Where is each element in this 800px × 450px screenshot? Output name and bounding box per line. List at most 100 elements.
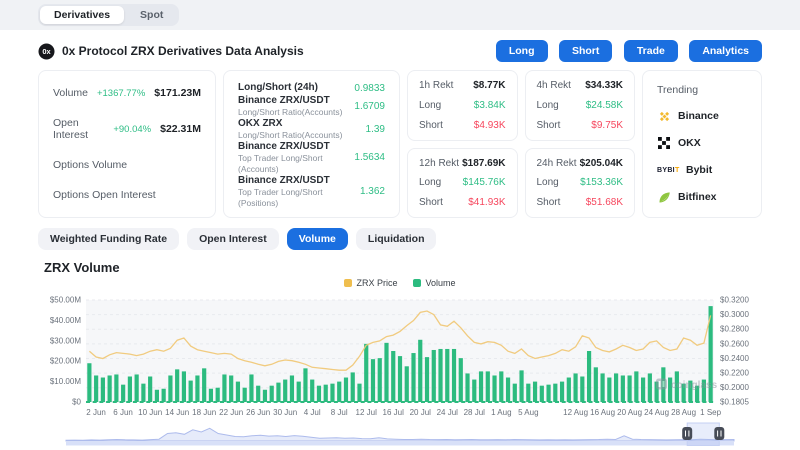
navigator-handle-left[interactable] bbox=[682, 427, 693, 440]
svg-text:16 Aug: 16 Aug bbox=[590, 408, 615, 417]
ratio-sublabel: Top Trader Long/Short (Positions) bbox=[238, 187, 323, 208]
trade-button[interactable]: Trade bbox=[623, 40, 678, 62]
svg-text:24 Jul: 24 Jul bbox=[437, 408, 459, 417]
rekt-card-4h: 4h Rekt $34.33K Long $24.58K Short $9.75K bbox=[524, 70, 635, 141]
rekt-long-value: $145.76K bbox=[462, 177, 506, 189]
svg-text:22 Jun: 22 Jun bbox=[219, 408, 243, 417]
svg-text:$0: $0 bbox=[72, 398, 81, 407]
ratio-value: 1.39 bbox=[365, 123, 385, 135]
rekt-card-24h: 24h Rekt $205.04K Long $153.36K Short $51.6… bbox=[524, 147, 635, 218]
rekt-total: $8.77K bbox=[473, 80, 506, 91]
svg-text:$50.00M: $50.00M bbox=[50, 296, 81, 305]
volume-price-chart[interactable]: $0.3200 $0.3000 $0.2800 $0.2600 $0.2400 $0.22… bbox=[38, 290, 762, 422]
ratio-label: Long/Short (24h) bbox=[238, 82, 318, 93]
chart-tabs: Weighted Funding Rate Open Interest Volu… bbox=[38, 228, 762, 250]
trending-item-binance[interactable]: Binance bbox=[657, 109, 747, 123]
rekt-title: 1h Rekt bbox=[419, 80, 454, 91]
okx-logo-icon bbox=[657, 136, 671, 150]
page-title: 0x Protocol ZRX Derivatives Data Analysi… bbox=[62, 44, 304, 58]
legend-label: Volume bbox=[425, 278, 456, 288]
navigator-handle-right[interactable] bbox=[714, 427, 725, 440]
rekt-card-12h: 12h Rekt $187.69K Long $145.76K Short $41.9… bbox=[407, 147, 518, 218]
trending-item-okx[interactable]: OKX bbox=[657, 136, 747, 150]
rekt-total: $205.04K bbox=[579, 157, 623, 169]
long-button[interactable]: Long bbox=[495, 40, 548, 62]
svg-text:$0.2200: $0.2200 bbox=[720, 369, 749, 378]
ratio-label: Binance ZRX/USDT bbox=[238, 174, 330, 186]
svg-text:$40.00M: $40.00M bbox=[50, 316, 81, 325]
market-type-tabs: Derivatives Spot bbox=[38, 4, 180, 26]
rekt-total: $34.33K bbox=[585, 80, 623, 91]
trending-item-bybit[interactable]: BYBIT Bybit bbox=[657, 163, 747, 177]
rekt-short-value: $51.68K bbox=[585, 197, 623, 208]
trending-item-bitfinex[interactable]: Bitfinex bbox=[657, 190, 747, 204]
rekt-short-value: $41.93K bbox=[468, 197, 506, 208]
page-header: 0x 0x Protocol ZRX Derivatives Data Anal… bbox=[38, 39, 762, 63]
rekt-total: $187.69K bbox=[462, 157, 506, 169]
svg-text:30 Jun: 30 Jun bbox=[273, 408, 297, 417]
price-swatch-icon bbox=[344, 279, 353, 287]
stat-row-options-open-interest: Options Open Interest bbox=[53, 189, 201, 201]
rekt-long-value: $3.84K bbox=[473, 99, 506, 111]
coinglass-watermark: coinglass bbox=[656, 378, 718, 391]
stat-label: Volume bbox=[53, 87, 89, 99]
short-button[interactable]: Short bbox=[558, 40, 613, 62]
chart-navigator[interactable] bbox=[38, 422, 762, 447]
rekt-long-label: Long bbox=[536, 99, 559, 111]
svg-text:6 Jun: 6 Jun bbox=[113, 408, 133, 417]
ratio-row: Binance ZRX/USDT Long/Short Ratio(Account… bbox=[238, 95, 385, 118]
header-actions: Long Short Trade Analytics bbox=[489, 40, 762, 62]
ratio-value: 1.362 bbox=[359, 185, 385, 197]
rekt-long-value: $153.36K bbox=[580, 177, 623, 189]
svg-text:$0.2600: $0.2600 bbox=[720, 339, 749, 348]
svg-text:28 Jul: 28 Jul bbox=[464, 408, 486, 417]
stat-value: $22.31M bbox=[160, 123, 201, 135]
svg-text:0x: 0x bbox=[42, 47, 51, 56]
svg-text:$10.00M: $10.00M bbox=[50, 377, 81, 386]
ratio-value: 0.9833 bbox=[354, 82, 385, 94]
ratio-value: 1.6709 bbox=[354, 100, 385, 112]
svg-text:$0.3000: $0.3000 bbox=[720, 310, 749, 319]
rekt-short-value: $9.75K bbox=[591, 119, 623, 131]
svg-text:$0.1805: $0.1805 bbox=[720, 398, 749, 407]
svg-text:16 Jul: 16 Jul bbox=[383, 408, 405, 417]
rekt-title: 4h Rekt bbox=[536, 80, 571, 91]
svg-text:24 Aug: 24 Aug bbox=[644, 408, 669, 417]
volume-oi-card: Volume +1367.77% $171.23M Open Interest … bbox=[38, 70, 216, 218]
stat-value: $171.23M bbox=[154, 87, 201, 99]
rekt-short-label: Short bbox=[536, 119, 561, 131]
tab-spot[interactable]: Spot bbox=[140, 9, 164, 21]
tab-open-interest[interactable]: Open Interest bbox=[187, 228, 279, 250]
rekt-short-value: $4.93K bbox=[473, 119, 506, 131]
stat-label: Options Open Interest bbox=[53, 189, 156, 201]
svg-text:coinglass: coinglass bbox=[671, 380, 718, 391]
tab-weighted-funding-rate[interactable]: Weighted Funding Rate bbox=[38, 228, 180, 250]
svg-text:8 Jul: 8 Jul bbox=[331, 408, 348, 417]
ratio-label: Binance ZRX/USDT bbox=[238, 94, 330, 106]
ratio-label: Binance ZRX/USDT bbox=[238, 140, 330, 152]
analytics-button[interactable]: Analytics bbox=[689, 40, 762, 62]
legend-item-zrx-price[interactable]: ZRX Price bbox=[344, 278, 397, 288]
legend-label: ZRX Price bbox=[356, 278, 398, 288]
rekt-short-label: Short bbox=[536, 197, 561, 208]
svg-text:$0.3200: $0.3200 bbox=[720, 296, 749, 305]
svg-text:12 Aug: 12 Aug bbox=[563, 408, 588, 417]
volume-bars[interactable] bbox=[87, 306, 713, 402]
rekt-title: 12h Rekt bbox=[419, 157, 460, 169]
ratio-row: Binance ZRX/USDT Top Trader Long/Short (A… bbox=[238, 141, 385, 175]
svg-text:$30.00M: $30.00M bbox=[50, 336, 81, 345]
stat-change: +90.04% bbox=[113, 123, 152, 135]
rekt-grid: 1h Rekt $8.77K Long $3.84K Short $4.93K 4h … bbox=[407, 70, 635, 218]
tab-volume[interactable]: Volume bbox=[286, 228, 348, 250]
ratio-row: Binance ZRX/USDT Top Trader Long/Short (P… bbox=[238, 175, 385, 209]
long-short-ratio-card: Long/Short (24h) 0.9833 Binance ZRX/USDT… bbox=[223, 70, 400, 218]
chart-title: ZRX Volume bbox=[44, 260, 120, 275]
tab-derivatives[interactable]: Derivatives bbox=[40, 6, 125, 24]
legend-item-volume[interactable]: Volume bbox=[413, 278, 456, 288]
tab-liquidation[interactable]: Liquidation bbox=[355, 228, 437, 250]
stat-label: Open Interest bbox=[53, 117, 89, 141]
zrx-price-line[interactable] bbox=[88, 310, 712, 371]
ratio-label: OKX ZRX bbox=[238, 117, 283, 129]
top-strip: Derivatives Spot bbox=[0, 0, 800, 30]
trending-item-label: Binance bbox=[678, 110, 719, 122]
